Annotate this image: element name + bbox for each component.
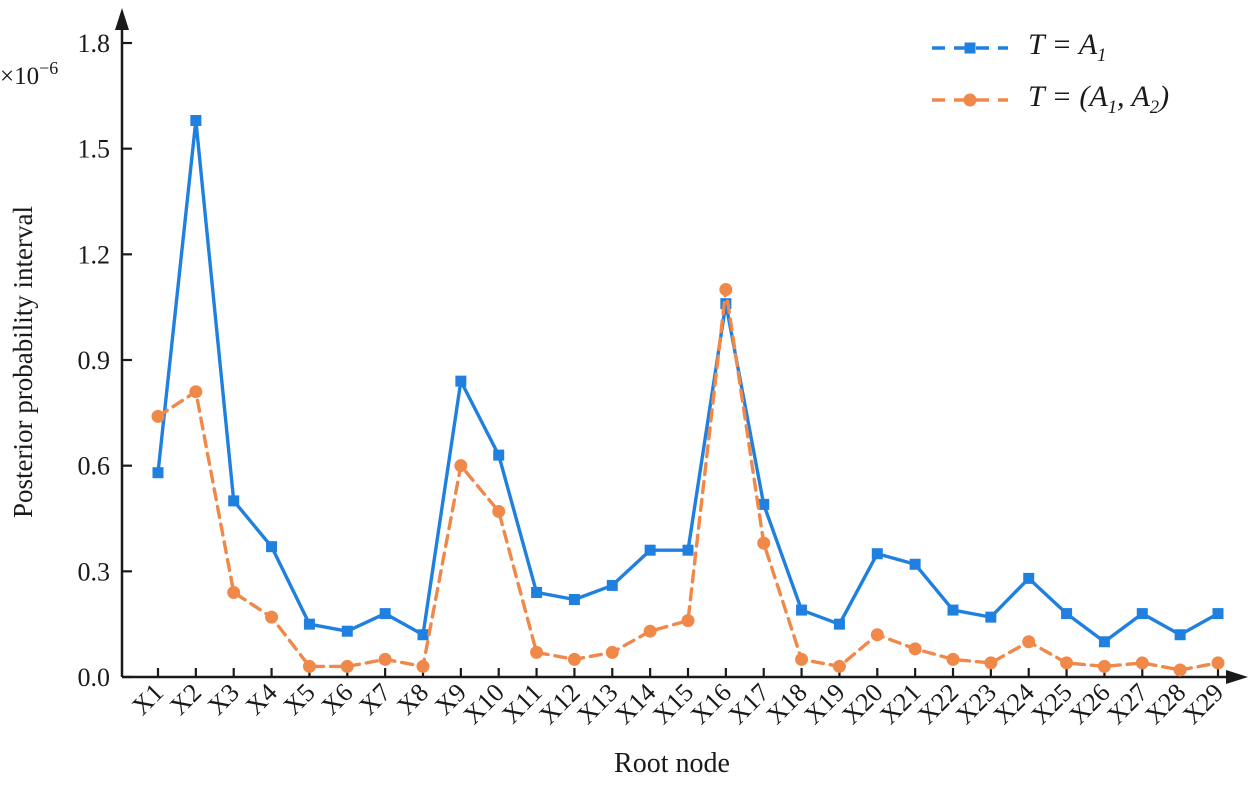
x-axis-arrow xyxy=(1226,670,1248,684)
data-point-marker xyxy=(1061,608,1073,620)
data-point-marker xyxy=(227,585,241,599)
data-point-marker xyxy=(417,629,429,641)
y-axis-title: Posterior probability interval xyxy=(8,206,38,518)
data-point-marker xyxy=(378,652,392,666)
data-point-marker xyxy=(605,645,619,659)
data-point-marker xyxy=(909,558,921,570)
legend-swatch-square xyxy=(932,42,1008,54)
data-point-marker xyxy=(719,283,733,297)
data-point-marker xyxy=(757,536,771,550)
data-point-marker xyxy=(606,579,618,591)
data-point-marker xyxy=(1022,635,1036,649)
x-tick-label: X2 xyxy=(164,678,207,721)
x-tick-label: X1 xyxy=(126,678,169,721)
x-tick-label: X29 xyxy=(1177,678,1229,730)
y-tick-label: 1.2 xyxy=(78,240,111,269)
x-tick-label: X3 xyxy=(202,678,245,721)
data-point-marker xyxy=(493,449,505,461)
data-point-marker xyxy=(567,652,581,666)
x-axis-title: Root node xyxy=(614,748,730,779)
data-point-marker xyxy=(682,544,694,556)
data-point-marker xyxy=(833,618,845,630)
data-point-marker xyxy=(1097,659,1111,673)
data-point-marker xyxy=(531,586,543,598)
y-tick-label: 0.9 xyxy=(78,346,111,375)
series-line xyxy=(156,287,1220,672)
data-point-marker xyxy=(190,114,202,126)
data-point-marker xyxy=(151,409,165,423)
y-tick-label: 1.5 xyxy=(78,135,111,164)
series-layer xyxy=(151,114,1225,677)
data-point-marker xyxy=(985,611,997,623)
y-scale-label: ×10−6 xyxy=(0,58,58,90)
data-point-marker xyxy=(871,548,883,560)
data-point-marker xyxy=(303,618,315,630)
data-point-marker xyxy=(379,608,391,620)
data-point-marker xyxy=(1212,608,1224,620)
data-point-marker xyxy=(265,610,279,624)
data-point-marker xyxy=(340,659,354,673)
data-point-marker xyxy=(1023,572,1035,584)
data-point-marker xyxy=(758,498,770,510)
data-point-marker xyxy=(947,604,959,616)
x-tick-label: X7 xyxy=(353,678,396,721)
y-tick-label: 0.3 xyxy=(78,557,111,586)
data-point-marker xyxy=(228,495,240,507)
data-point-marker xyxy=(341,625,353,637)
data-point-marker xyxy=(266,541,278,553)
data-point-marker xyxy=(1060,656,1074,670)
legend-swatch-circle xyxy=(932,93,1008,107)
y-tick-label: 0.6 xyxy=(78,452,111,481)
data-point-marker xyxy=(568,594,580,606)
data-point-marker xyxy=(832,659,846,673)
data-point-marker xyxy=(530,645,544,659)
data-point-marker xyxy=(1174,629,1186,641)
data-point-marker xyxy=(681,614,695,628)
legend-item: T = A1 xyxy=(930,28,1169,68)
data-point-marker xyxy=(416,659,430,673)
data-point-marker xyxy=(870,628,884,642)
series-1 xyxy=(152,114,1224,648)
data-point-marker xyxy=(1098,636,1110,648)
data-point-marker xyxy=(796,604,808,616)
legend-label: T = (A1, A2) xyxy=(1028,80,1170,119)
data-point-marker xyxy=(454,459,468,473)
legend-item: T = (A1, A2) xyxy=(930,80,1169,120)
x-tick-label: X8 xyxy=(391,678,434,721)
x-tick-label: X6 xyxy=(316,678,359,721)
data-point-marker xyxy=(984,656,998,670)
series-line xyxy=(156,118,1220,644)
y-tick-label: 0.0 xyxy=(78,663,111,692)
legend: T = A1 T = (A1, A2) xyxy=(930,28,1169,120)
data-point-marker xyxy=(643,624,657,638)
data-point-marker xyxy=(1173,663,1187,677)
data-point-marker xyxy=(908,642,922,656)
data-point-marker xyxy=(492,504,506,518)
x-tick-label: X4 xyxy=(240,678,283,721)
data-point-marker xyxy=(1135,656,1149,670)
data-point-marker xyxy=(189,385,203,399)
y-axis-arrow xyxy=(115,8,129,30)
data-point-marker xyxy=(455,375,467,387)
series-2 xyxy=(151,283,1225,677)
data-point-marker xyxy=(1211,656,1225,670)
data-point-marker xyxy=(302,659,316,673)
x-tick-label: X5 xyxy=(278,678,321,721)
legend-label: T = A1 xyxy=(1028,28,1107,67)
y-tick-label: 1.8 xyxy=(78,29,111,58)
data-point-marker xyxy=(946,652,960,666)
data-point-marker xyxy=(152,467,164,479)
data-point-marker xyxy=(1136,608,1148,620)
data-point-marker xyxy=(644,544,656,556)
data-point-marker xyxy=(795,652,809,666)
